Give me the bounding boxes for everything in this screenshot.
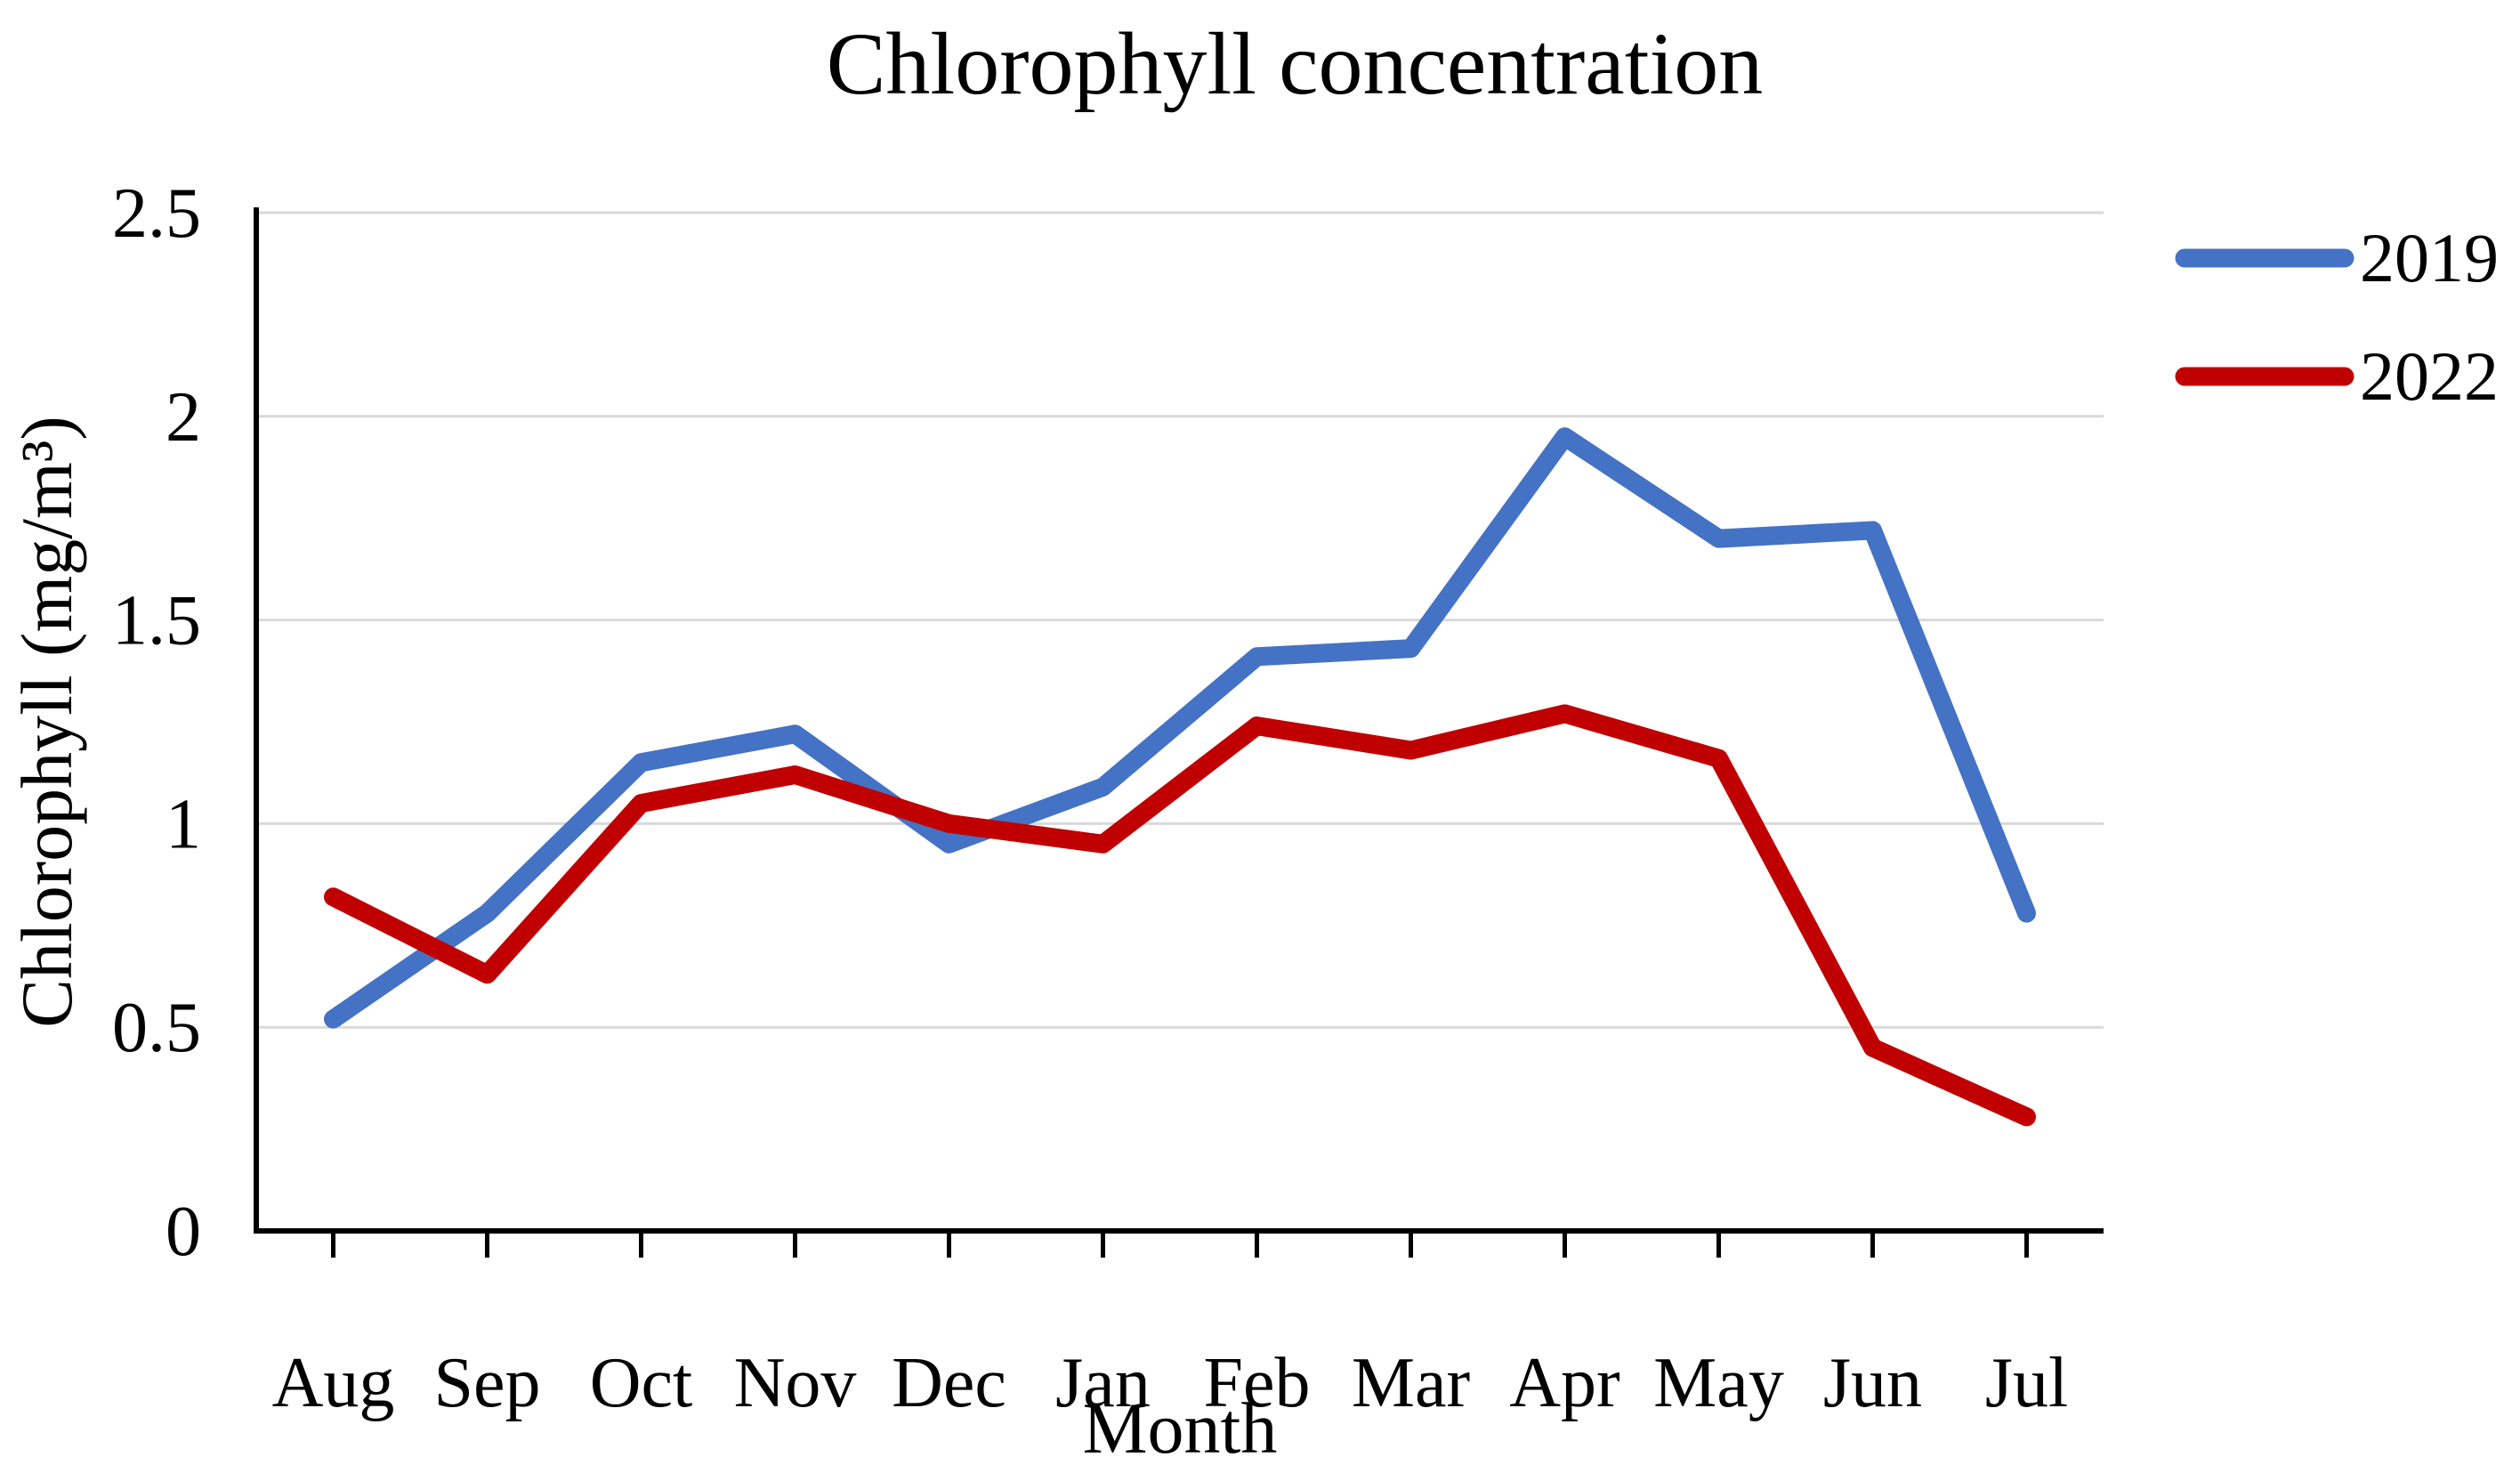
x-axis-title: Month <box>1083 1388 1278 1469</box>
x-tick-label: Feb <box>1204 1344 1311 1422</box>
x-tick-label: Jun <box>1823 1344 1922 1422</box>
x-tick-label: Dec <box>892 1344 1006 1422</box>
y-tick-label: 2 <box>166 378 201 457</box>
x-tick-label: Oct <box>590 1344 693 1422</box>
series-line-2019 <box>324 427 2036 1029</box>
x-tick-label: May <box>1653 1344 1784 1422</box>
legend-label-2022: 2022 <box>2360 337 2499 415</box>
y-tick-label: 1.5 <box>112 582 201 660</box>
data-series <box>324 427 2036 1127</box>
y-axis-title: Chlorophyll (mg/m³) <box>6 416 87 1027</box>
x-tick-label: Aug <box>272 1344 395 1422</box>
series-line-2022 <box>324 704 2036 1127</box>
y-tick-label: 0 <box>166 1193 201 1271</box>
x-tick-label: Nov <box>734 1344 857 1422</box>
legend: 2019 2022 <box>2175 219 2499 415</box>
x-axis-tick-labels: Aug Sep Oct Nov Dec Jan Feb Mar Apr May Jun Jul <box>272 1344 2069 1422</box>
y-tick-label: 2.5 <box>112 174 201 253</box>
x-tick-label: Jan <box>1055 1344 1151 1422</box>
y-axis-tick-labels: 0 0.5 1 1.5 2 2.5 <box>112 174 201 1271</box>
axes <box>254 207 2104 1258</box>
x-tick-label: Jul <box>1985 1344 2068 1422</box>
x-tick-label: Mar <box>1352 1344 1470 1422</box>
gridlines <box>256 211 2104 1029</box>
chart-title: Chlorophyll concentration <box>827 14 1764 113</box>
y-tick-label: 0.5 <box>112 989 201 1067</box>
x-tick-label: Sep <box>434 1344 541 1422</box>
y-tick-label: 1 <box>166 785 201 863</box>
legend-label-2019: 2019 <box>2360 219 2499 296</box>
x-tick-label: Apr <box>1509 1344 1619 1422</box>
